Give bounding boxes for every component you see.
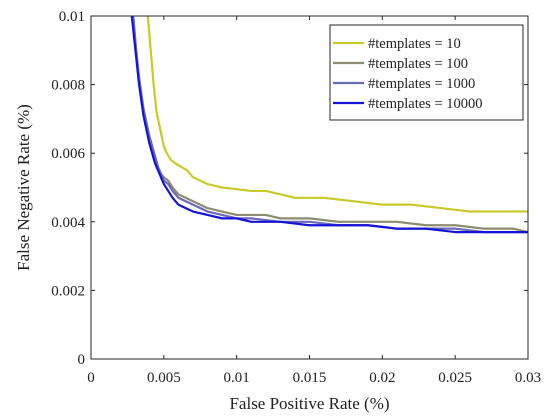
- legend-label-1000: #templates = 1000: [368, 76, 475, 92]
- x-tick-label: 0.005: [147, 370, 181, 386]
- x-tick-label: 0.025: [438, 370, 472, 386]
- x-tick-label: 0.03: [515, 370, 541, 386]
- series-line-0: [146, 16, 528, 213]
- legend: #templates = 10 #templates = 100 #templa…: [329, 24, 524, 121]
- y-axis-label: False Negative Rate (%): [14, 104, 33, 271]
- x-tick-label: 0.015: [293, 370, 327, 386]
- y-tick-label: 0.006: [51, 146, 85, 162]
- tick-layer: 0 0.005 0.01 0.015 0.02 0.025 0.03 0 0.002 0.004 0…: [51, 9, 541, 386]
- legend-box: [329, 24, 524, 121]
- y-tick-label: 0.004: [51, 215, 85, 231]
- y-tick-label: 0.002: [51, 283, 85, 299]
- y-tick-label: 0: [78, 352, 86, 368]
- series-line-3: [130, 16, 528, 234]
- legend-label-10000: #templates = 10000: [368, 96, 483, 112]
- y-tick-label: 0.008: [51, 78, 85, 94]
- x-tick-label: 0: [87, 370, 95, 386]
- legend-label-100: #templates = 100: [368, 56, 468, 72]
- y-tick-label: 0.01: [59, 9, 85, 25]
- series-layer: [130, 16, 528, 234]
- x-axis-label: False Positive Rate (%): [229, 394, 389, 413]
- legend-label-10: #templates = 10: [368, 36, 461, 52]
- x-tick-label: 0.01: [224, 370, 250, 386]
- x-tick-label: 0.02: [369, 370, 395, 386]
